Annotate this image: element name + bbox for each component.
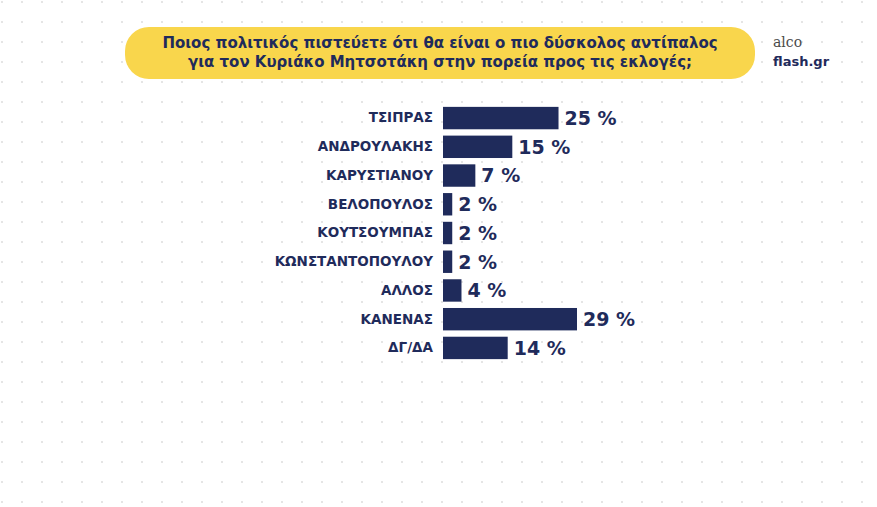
bar (443, 107, 559, 129)
data-label: 7 % (481, 164, 520, 186)
data-label: 15 % (518, 136, 570, 158)
bar (443, 308, 577, 330)
title-box (125, 27, 755, 79)
tick: ΚΩΝΣΤΑΝΤΟΠΟΥΛΟΥ (275, 253, 434, 269)
title: Ποιος πολιτικός πιστεύετε ότι θα είναι ο… (162, 34, 717, 71)
data-label: 2 % (458, 193, 497, 215)
bar (443, 337, 508, 359)
bar (443, 193, 452, 215)
bars (443, 107, 577, 359)
tick: ΚΑΡΥΣΤΙΑΝΟΥ (326, 167, 433, 183)
tick: ΔΓ/ΔΑ (388, 339, 433, 355)
data-label: 4 % (467, 279, 506, 301)
tick-label: ΚΑΝΕΝΑΣ (361, 311, 433, 327)
y-axis: ΤΣΙΠΡΑΣ ΑΝΔΡΟΥΛΑΚΗΣ ΚΑΡΥΣΤΙΑΝΟΥ ΒΕΛΟΠΟΥΛΟΣ Κ… (275, 109, 434, 355)
tick-label: ΑΛΛΟΣ (381, 282, 433, 298)
tick: ΑΝΔΡΟΥΛΑΚΗΣ (318, 138, 433, 154)
data-label: 2 % (458, 251, 497, 273)
tick-label: ΤΣΙΠΡΑΣ (369, 109, 433, 125)
tick: ΒΕΛΟΠΟΥΛΟΣ (328, 196, 433, 212)
bar (443, 279, 461, 301)
data-label: 25 % (565, 107, 617, 129)
background (0, 0, 877, 507)
annotation: alco (773, 34, 802, 50)
tick: ΚΑΝΕΝΑΣ (361, 311, 433, 327)
tick-label: ΚΩΝΣΤΑΝΤΟΠΟΥΛΟΥ (275, 253, 434, 269)
bar (443, 136, 512, 158)
data-label: 2 % (458, 222, 497, 244)
bar (443, 222, 452, 244)
annotation: flash.gr (773, 54, 830, 69)
tick: ΑΛΛΟΣ (381, 282, 433, 298)
tick-label: ΚΟΥΤΣΟΥΜΠΑΣ (317, 224, 433, 240)
data-labels: 25 % 15 % 7 % 2 % 2 % 2 % 4 % 29 % 14 % (458, 107, 635, 359)
data-label: 14 % (514, 337, 566, 359)
tick: ΤΣΙΠΡΑΣ (369, 109, 433, 125)
tick-label: ΚΑΡΥΣΤΙΑΝΟΥ (326, 167, 433, 183)
bar (443, 251, 452, 273)
bar (443, 164, 475, 186)
data-label: 29 % (583, 308, 635, 330)
tick-label: ΔΓ/ΔΑ (388, 339, 433, 355)
chart: Ποιος πολιτικός πιστεύετε ότι θα είναι ο… (0, 0, 877, 507)
tick-label: ΑΝΔΡΟΥΛΑΚΗΣ (318, 138, 433, 154)
tick-label: ΒΕΛΟΠΟΥΛΟΣ (328, 196, 433, 212)
tick: ΚΟΥΤΣΟΥΜΠΑΣ (317, 224, 433, 240)
